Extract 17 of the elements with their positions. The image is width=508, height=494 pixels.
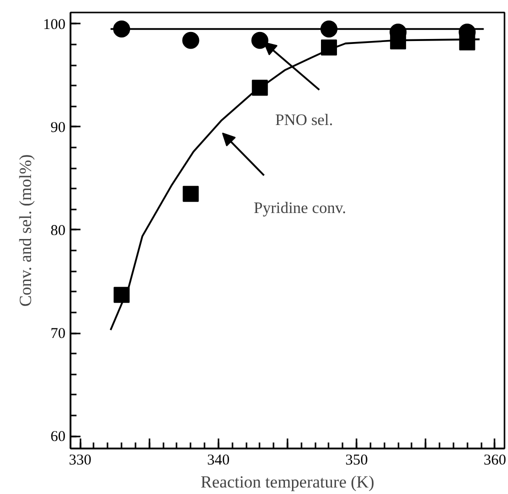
y-axis-title: Conv. and sel. (mol%) bbox=[16, 154, 35, 307]
annotation: Pyridine conv. bbox=[254, 200, 346, 217]
annotation: PNO sel. bbox=[275, 112, 333, 130]
x-tick-label: 330 bbox=[68, 452, 92, 468]
x-tick-label: 350 bbox=[345, 452, 368, 468]
x-axis-title: Reaction temperature (K) bbox=[200, 472, 374, 492]
point bbox=[182, 186, 199, 202]
y-tick-label: 60 bbox=[50, 429, 66, 446]
y-tick-label: 100 bbox=[43, 16, 66, 33]
y-tick-label: 90 bbox=[50, 120, 66, 136]
x-tick-label: 340 bbox=[207, 452, 230, 468]
point bbox=[390, 33, 406, 50]
point bbox=[182, 32, 200, 49]
x-tick-label: 360 bbox=[484, 452, 506, 468]
y-tick-label: 70 bbox=[50, 326, 66, 342]
y-tick-label: 80 bbox=[50, 222, 66, 239]
point bbox=[251, 32, 268, 49]
